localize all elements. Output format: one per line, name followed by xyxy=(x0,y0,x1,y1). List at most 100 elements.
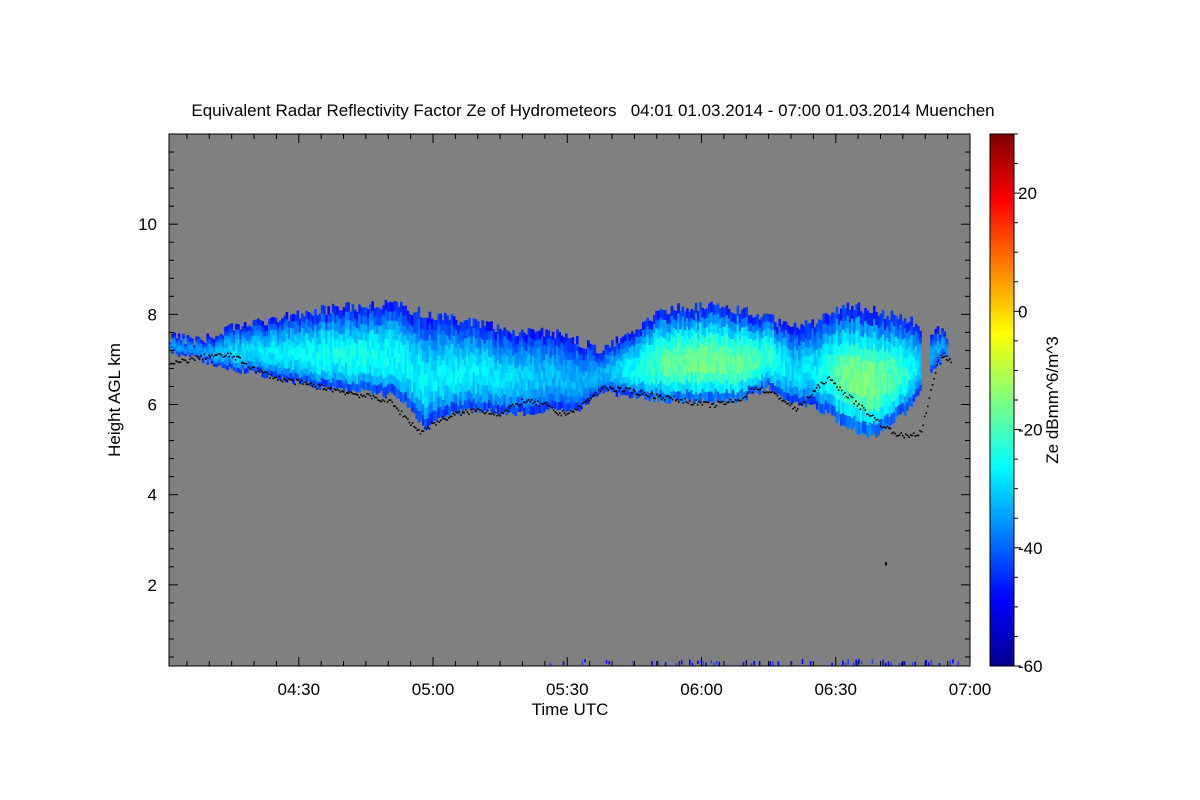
reflectivity-cell xyxy=(875,424,878,438)
reflectivity-cell xyxy=(540,404,544,414)
reflectivity-cell xyxy=(912,334,916,343)
reflectivity-cell xyxy=(193,345,196,347)
reflectivity-cell xyxy=(362,331,366,341)
reflectivity-cell xyxy=(565,341,568,350)
reflectivity-cell xyxy=(672,318,676,329)
reflectivity-cell xyxy=(789,357,792,366)
reflectivity-cell xyxy=(699,352,702,363)
ceilometer-point xyxy=(378,399,381,402)
reflectivity-cell xyxy=(631,370,634,379)
ceilometer-point xyxy=(226,352,229,354)
ceilometer-point xyxy=(922,424,924,427)
reflectivity-cell xyxy=(543,396,546,405)
reflectivity-cell xyxy=(450,400,454,412)
reflectivity-cell xyxy=(327,346,330,356)
clutter-cell xyxy=(549,662,551,666)
reflectivity-cell xyxy=(430,328,434,340)
reflectivity-cell xyxy=(323,346,326,355)
reflectivity-cell xyxy=(406,320,410,331)
reflectivity-cell xyxy=(864,383,867,397)
reflectivity-cell xyxy=(562,359,566,367)
reflectivity-cell xyxy=(316,359,319,367)
reflectivity-cell xyxy=(763,353,766,362)
reflectivity-cell xyxy=(862,396,865,409)
reflectivity-cell xyxy=(829,335,832,346)
ceilometer-point xyxy=(897,434,899,437)
reflectivity-cell xyxy=(741,318,744,328)
ceilometer-point xyxy=(216,354,218,356)
reflectivity-cell xyxy=(378,383,381,393)
reflectivity-cell xyxy=(901,384,905,394)
reflectivity-cell xyxy=(714,332,718,343)
reflectivity-cell xyxy=(351,355,355,365)
reflectivity-cell xyxy=(298,338,302,346)
reflectivity-cell xyxy=(250,339,253,345)
reflectivity-cell xyxy=(917,388,920,396)
reflectivity-cell xyxy=(490,402,493,412)
reflectivity-cell xyxy=(353,317,357,327)
reflectivity-cell xyxy=(439,344,443,356)
reflectivity-cell xyxy=(206,336,209,341)
reflectivity-cell xyxy=(598,389,601,395)
reflectivity-cell xyxy=(296,324,300,332)
reflectivity-cell xyxy=(789,326,792,335)
reflectivity-cell xyxy=(389,319,392,330)
reflectivity-cell xyxy=(811,336,814,346)
reflectivity-cell xyxy=(276,333,280,340)
reflectivity-cell xyxy=(600,379,603,384)
reflectivity-cell xyxy=(479,361,482,371)
reflectivity-cell xyxy=(908,363,911,373)
reflectivity-cell xyxy=(351,329,355,339)
reflectivity-cell xyxy=(853,309,856,323)
reflectivity-cell xyxy=(457,333,460,344)
reflectivity-cell xyxy=(644,344,647,353)
reflectivity-cell xyxy=(780,388,784,397)
ceilometer-point xyxy=(703,401,705,403)
reflectivity-cell xyxy=(298,377,302,385)
reflectivity-cell xyxy=(391,347,394,357)
reflectivity-cell xyxy=(523,349,526,358)
reflectivity-cell xyxy=(538,363,542,373)
reflectivity-cell xyxy=(406,339,410,350)
reflectivity-cell xyxy=(752,378,755,387)
reflectivity-cell xyxy=(646,358,649,368)
reflectivity-cell xyxy=(241,364,245,369)
reflectivity-cell xyxy=(615,372,619,379)
reflectivity-cell xyxy=(505,346,509,356)
colorbar xyxy=(989,133,1015,667)
reflectivity-cell xyxy=(516,388,520,397)
reflectivity-cell xyxy=(219,358,223,363)
reflectivity-cell xyxy=(182,344,185,348)
reflectivity-cell xyxy=(268,335,271,342)
ceilometer-point xyxy=(435,424,437,426)
reflectivity-cell xyxy=(666,314,669,324)
reflectivity-cell xyxy=(338,379,341,388)
reflectivity-cell xyxy=(415,365,418,377)
reflectivity-cell xyxy=(688,329,691,339)
reflectivity-cell xyxy=(441,320,445,331)
reflectivity-cell xyxy=(565,372,568,381)
reflectivity-cell xyxy=(703,354,707,365)
reflectivity-cell xyxy=(193,354,196,357)
reflectivity-cell xyxy=(384,376,388,387)
reflectivity-cell xyxy=(221,357,225,362)
reflectivity-cell xyxy=(763,368,766,378)
reflectivity-cell xyxy=(820,375,823,386)
reflectivity-cell xyxy=(727,308,731,319)
reflectivity-cell xyxy=(939,343,942,348)
reflectivity-cell xyxy=(690,362,693,373)
reflectivity-cell xyxy=(437,406,440,418)
reflectivity-cell xyxy=(250,365,253,371)
reflectivity-cell xyxy=(758,341,762,350)
reflectivity-cell xyxy=(521,370,524,379)
reflectivity-cell xyxy=(829,315,832,326)
reflectivity-cell xyxy=(411,372,414,383)
reflectivity-cell xyxy=(736,391,740,402)
reflectivity-cell xyxy=(653,341,656,351)
reflectivity-cell xyxy=(727,392,731,403)
reflectivity-cell xyxy=(716,322,720,334)
reflectivity-cell xyxy=(769,336,773,345)
reflectivity-cell xyxy=(252,340,256,346)
ceilometer-point xyxy=(548,404,550,407)
reflectivity-cell xyxy=(560,371,564,380)
